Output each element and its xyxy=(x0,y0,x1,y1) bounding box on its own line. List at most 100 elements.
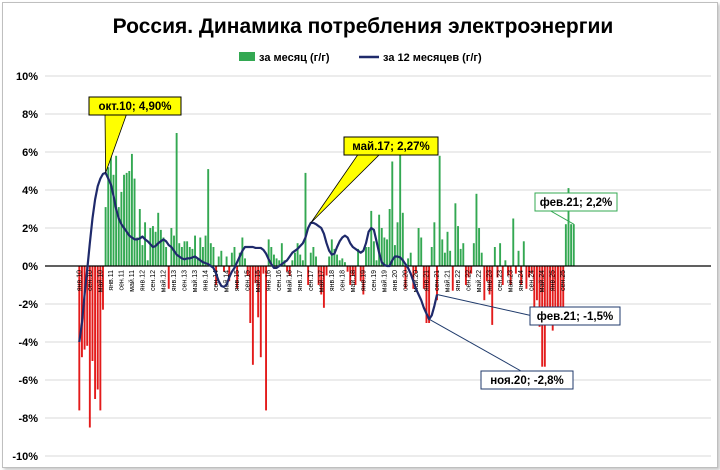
bar-monthly xyxy=(246,266,249,276)
x-tick-label: сен.25 xyxy=(560,270,567,291)
x-tick-label: май.19 xyxy=(380,270,388,292)
bar-monthly xyxy=(309,252,312,266)
bar-monthly xyxy=(396,222,399,266)
bar-monthly xyxy=(91,266,94,361)
bar-monthly xyxy=(270,247,273,266)
bar-monthly xyxy=(480,252,483,266)
bar-monthly xyxy=(504,260,507,266)
bar-monthly xyxy=(417,228,420,266)
bar-monthly xyxy=(567,188,570,266)
bar-monthly xyxy=(123,174,125,266)
bar-monthly xyxy=(562,266,565,320)
bar-monthly xyxy=(328,256,331,266)
x-tick-label: сен.20 xyxy=(402,270,409,291)
bar-monthly xyxy=(94,266,97,399)
bar-monthly xyxy=(525,266,528,289)
bar-monthly xyxy=(522,241,525,266)
x-tick-label: сен.12 xyxy=(150,270,157,291)
bar-monthly xyxy=(491,266,494,325)
callout-pointer-feb21-12m xyxy=(436,294,534,317)
bar-monthly xyxy=(383,237,386,266)
bar-monthly xyxy=(102,266,104,310)
legend-label-monthly: за месяц (г/г) xyxy=(259,52,330,64)
bar-monthly xyxy=(375,260,378,266)
bar-monthly xyxy=(244,258,246,266)
callout-pointer-nov20 xyxy=(428,318,522,372)
bar-monthly xyxy=(272,254,275,266)
callout-may17-text: май.17; 2,27% xyxy=(352,141,429,153)
y-tick-label: 0% xyxy=(22,261,38,273)
bar-monthly xyxy=(333,248,336,266)
x-tick-label: май.15 xyxy=(254,270,262,292)
x-tick-label: май.17 xyxy=(317,270,325,292)
bar-monthly xyxy=(459,248,462,266)
bar-monthly xyxy=(299,254,302,266)
bar-monthly xyxy=(341,258,344,266)
bar-monthly xyxy=(259,266,262,358)
y-tick-label: -2% xyxy=(18,299,38,311)
bar-monthly xyxy=(386,239,388,266)
bar-monthly xyxy=(86,266,89,346)
bar-monthly xyxy=(449,250,452,266)
bar-monthly xyxy=(467,266,470,278)
bar-monthly xyxy=(559,266,562,316)
bar-monthly xyxy=(228,266,231,282)
x-tick-label: май.18 xyxy=(349,270,357,292)
line-12-months xyxy=(78,171,439,343)
legend-swatch-monthly xyxy=(239,52,255,61)
bar-monthly xyxy=(514,266,517,274)
bar-monthly xyxy=(265,266,267,411)
x-tick-label: янв.19 xyxy=(360,270,367,291)
callout-may17-box xyxy=(343,136,439,156)
bar-monthly xyxy=(141,245,144,266)
bar-monthly xyxy=(165,247,168,266)
x-tick-label: сен.19 xyxy=(371,270,378,291)
bar-monthly xyxy=(441,239,444,266)
bar-monthly xyxy=(128,171,131,266)
x-tick-label: янв.15 xyxy=(234,270,241,291)
bar-monthly xyxy=(144,222,147,266)
bar-monthly xyxy=(291,260,294,266)
x-tick-label: янв.14 xyxy=(203,270,210,291)
bar-monthly xyxy=(422,266,425,289)
bar-monthly xyxy=(433,222,436,266)
bar-monthly xyxy=(388,209,391,266)
bar-monthly xyxy=(125,172,128,266)
bar-monthly xyxy=(446,231,449,266)
bar-monthly xyxy=(399,152,402,266)
bar-monthly xyxy=(430,247,433,266)
bar-monthly xyxy=(554,266,557,320)
bar-monthly xyxy=(159,229,162,266)
x-tick-label: янв.16 xyxy=(266,270,273,291)
bar-monthly xyxy=(130,153,133,266)
legend-label-12m: за 12 месяцев (г/г) xyxy=(383,52,482,64)
bar-monthly xyxy=(120,191,123,266)
bar-monthly xyxy=(464,266,467,285)
bar-monthly xyxy=(207,169,210,266)
y-tick-label: 2% xyxy=(22,223,38,235)
series-line-12m xyxy=(78,171,439,343)
x-tick-label: янв.22 xyxy=(455,270,462,291)
x-tick-label: янв.21 xyxy=(424,270,431,291)
x-tick-label: май.21 xyxy=(444,270,452,292)
bar-monthly xyxy=(183,241,186,266)
bar-monthly xyxy=(443,252,446,266)
bar-monthly xyxy=(83,266,86,350)
bar-monthly xyxy=(220,250,223,266)
x-tick-label: сен.18 xyxy=(339,270,346,291)
bar-monthly xyxy=(391,161,394,266)
callout-nov20-text: ноя.20; -2,8% xyxy=(490,375,564,387)
bar-monthly xyxy=(533,266,536,314)
bar-monthly xyxy=(512,218,515,266)
x-tick-label: май.12 xyxy=(160,270,168,292)
bar-monthly xyxy=(549,266,552,320)
bar-monthly xyxy=(320,266,323,295)
bar-monthly xyxy=(346,266,349,272)
bar-monthly xyxy=(478,228,481,266)
bar-monthly xyxy=(249,266,252,323)
bar-monthly xyxy=(112,174,115,266)
x-tick-label: май.13 xyxy=(191,270,199,292)
bar-monthly xyxy=(238,252,241,266)
bar-monthly xyxy=(204,235,207,266)
y-tick-label: -8% xyxy=(18,413,38,425)
